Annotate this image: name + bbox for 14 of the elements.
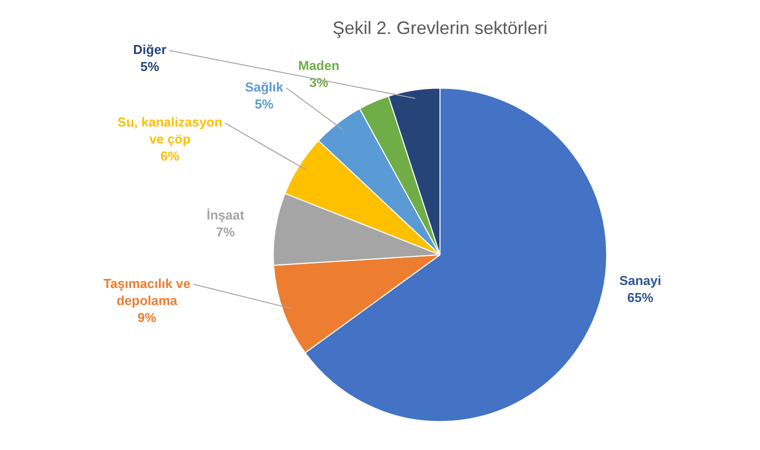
slice-label: İnşaat: [206, 208, 245, 223]
slice-label: Sağlık: [244, 79, 284, 94]
chart-title: Şekil 2. Grevlerin sektörleri: [332, 18, 548, 38]
slice-label: Diğer: [133, 42, 166, 58]
slice-label: Taşımacılık ve depolama: [103, 276, 191, 308]
slice-label: Maden: [298, 58, 340, 74]
data-label: 5%: [140, 59, 160, 74]
data-label: 7%: [216, 224, 236, 240]
data-label: 5%: [254, 96, 274, 112]
slice-label: Su, kanalizasyon ve çöp: [118, 114, 222, 147]
data-label: 6%: [160, 148, 180, 164]
data-label: 9%: [138, 310, 157, 325]
data-label: 65%: [627, 290, 654, 306]
slice-label: Sanayi: [619, 273, 662, 288]
